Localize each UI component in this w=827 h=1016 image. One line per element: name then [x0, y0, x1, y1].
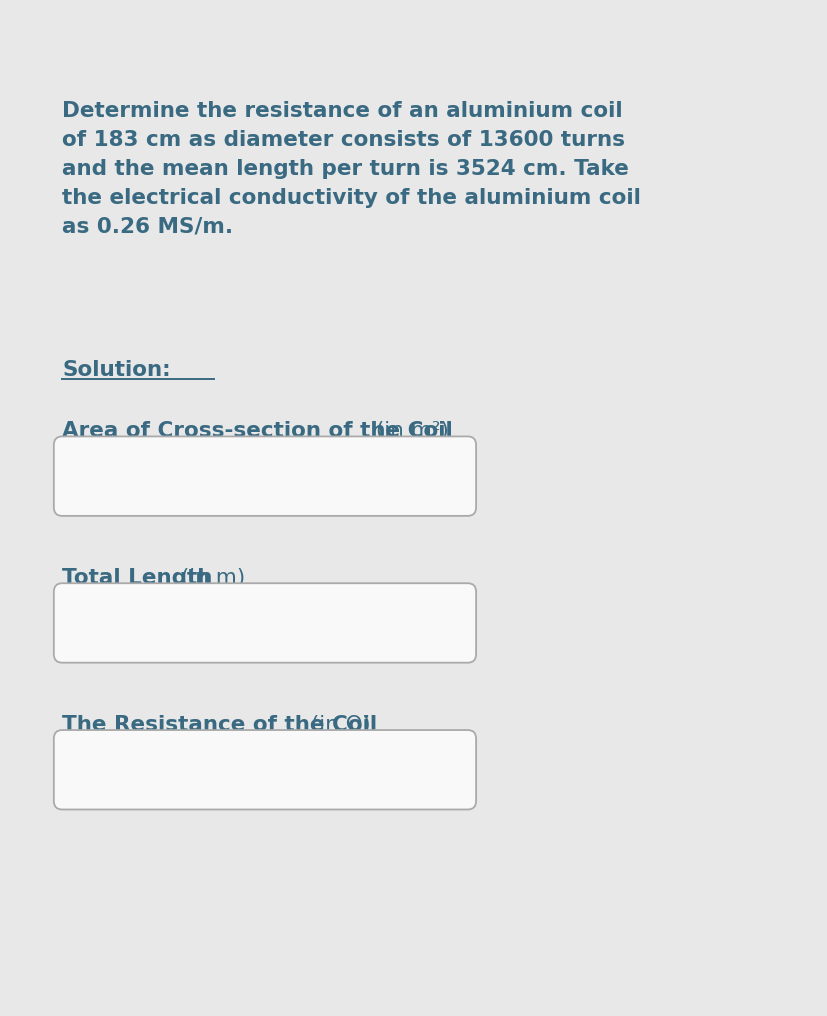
Text: (in Ω): (in Ω)	[304, 714, 370, 735]
Text: (in m²): (in m²)	[369, 421, 448, 441]
Text: (in m): (in m)	[174, 568, 245, 587]
Text: Total Length: Total Length	[62, 568, 213, 587]
FancyBboxPatch shape	[54, 583, 476, 662]
Text: Area of Cross-section of the Coil: Area of Cross-section of the Coil	[62, 421, 452, 441]
FancyBboxPatch shape	[54, 437, 476, 516]
Text: Solution:: Solution:	[62, 361, 170, 380]
FancyBboxPatch shape	[54, 731, 476, 810]
Text: The Resistance of the Coil: The Resistance of the Coil	[62, 714, 377, 735]
Text: Determine the resistance of an aluminium coil
of 183 cm as diameter consists of : Determine the resistance of an aluminium…	[62, 102, 640, 237]
